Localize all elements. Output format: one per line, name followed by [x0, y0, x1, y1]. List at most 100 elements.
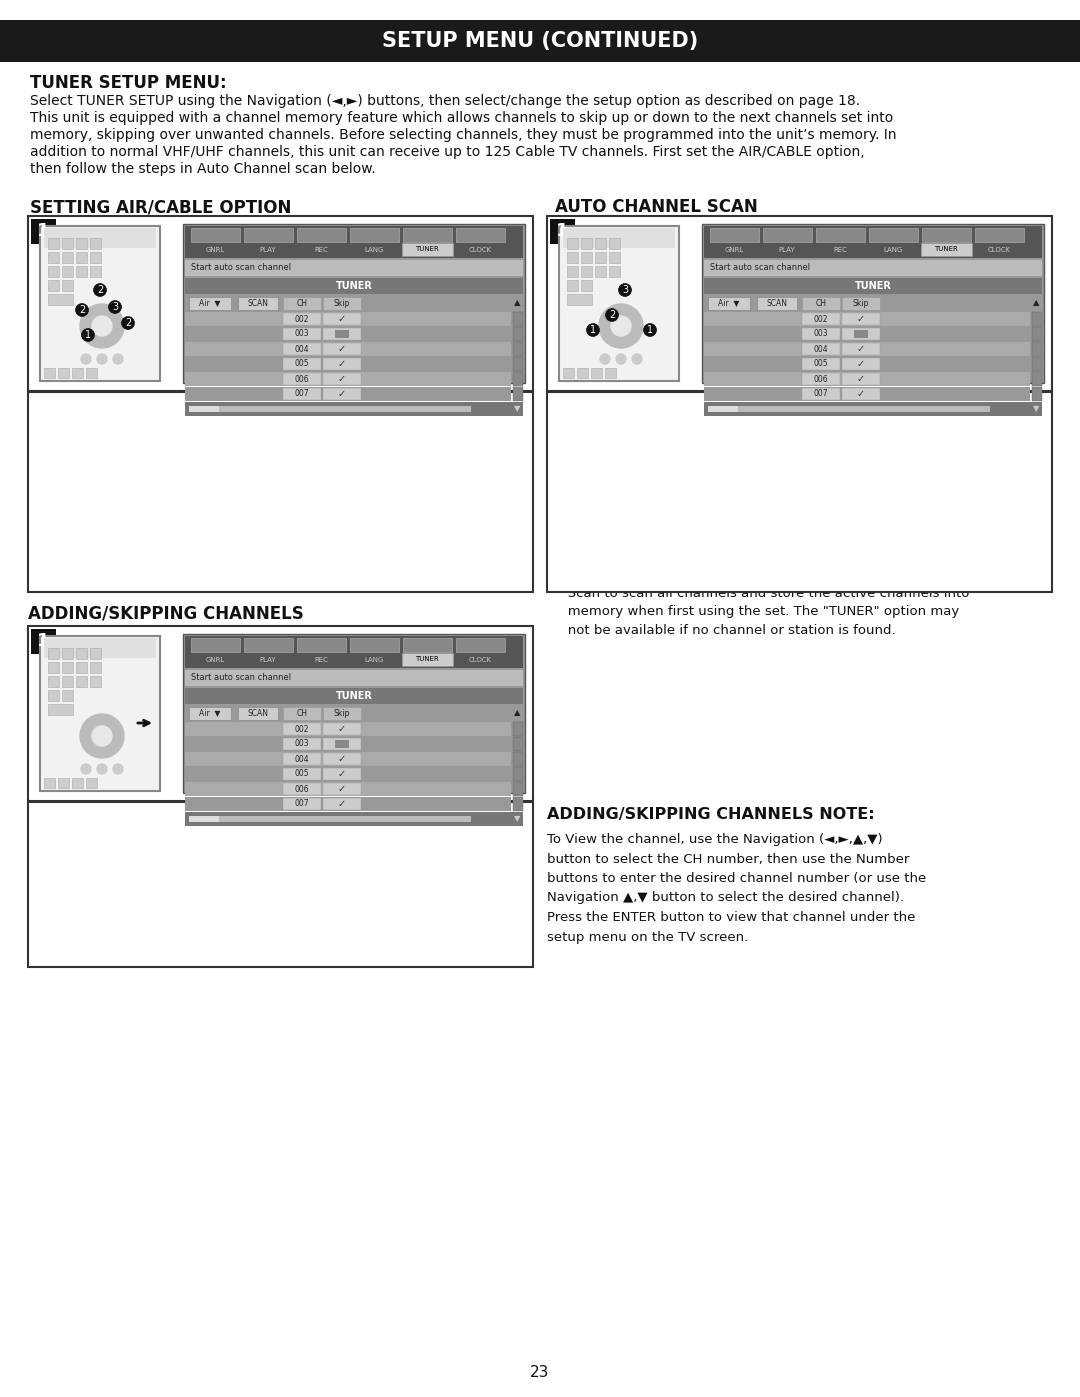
Bar [185, 767, 511, 781]
Bar [283, 358, 321, 370]
Bar [283, 738, 321, 750]
Bar [513, 782, 523, 796]
Bar [323, 724, 361, 735]
Text: CH: CH [297, 708, 308, 718]
Bar [48, 704, 73, 715]
Bar [283, 707, 321, 719]
Text: 1: 1 [556, 222, 568, 240]
Text: 1: 1 [85, 330, 91, 339]
Text: PLAY: PLAY [259, 247, 276, 253]
Bar [842, 328, 880, 339]
Bar [185, 295, 523, 312]
Bar [72, 778, 83, 788]
Text: GNRL: GNRL [725, 247, 744, 253]
Circle shape [616, 353, 626, 365]
Text: ▲: ▲ [1032, 299, 1039, 307]
Text: ADDING/SKIPPING CHANNELS: ADDING/SKIPPING CHANNELS [28, 604, 303, 622]
Bar [44, 778, 55, 788]
Bar [76, 648, 87, 659]
Bar [58, 778, 69, 788]
Text: 2: 2 [609, 310, 616, 320]
Bar [323, 798, 361, 810]
Bar [185, 798, 511, 812]
Text: AUTO CHANNEL SCAN: AUTO CHANNEL SCAN [555, 198, 758, 217]
Text: skipped channels have a check next to them. To add or skip: skipped channels have a check next to th… [36, 852, 436, 865]
Text: Skip: Skip [334, 708, 350, 718]
Circle shape [600, 353, 610, 365]
Text: 1: 1 [590, 326, 596, 335]
Text: ▼: ▼ [514, 405, 521, 414]
Bar [90, 676, 102, 687]
Text: PLAY: PLAY [259, 657, 276, 664]
Bar [802, 298, 840, 310]
Bar [802, 313, 840, 326]
Text: NOTES:: NOTES: [555, 513, 610, 527]
Bar [842, 298, 880, 310]
Text: ✓: ✓ [338, 374, 346, 384]
Bar [567, 293, 592, 305]
Text: ✓: ✓ [856, 359, 865, 369]
Text: 006: 006 [295, 785, 309, 793]
Bar [189, 298, 231, 310]
Text: 2: 2 [97, 285, 103, 295]
Bar [238, 707, 278, 719]
Text: • It is highly recommended to perform the Auto Channel: • It is highly recommended to perform th… [555, 569, 933, 581]
Bar [323, 313, 361, 326]
Bar [842, 313, 880, 326]
Bar [185, 782, 511, 796]
Text: Navigation ▲,▼ button to select the desired channel).: Navigation ▲,▼ button to select the desi… [546, 891, 904, 904]
Bar [403, 228, 453, 242]
Text: To View the channel, use the Navigation (◄,►,▲,▼): To View the channel, use the Navigation … [546, 833, 882, 847]
Text: TUNER SETUP MENU:: TUNER SETUP MENU: [30, 74, 227, 92]
Text: 007: 007 [295, 799, 309, 809]
Circle shape [611, 316, 631, 337]
Text: 004: 004 [813, 345, 828, 353]
Bar [0, 20, 1080, 61]
Text: SCAN using the Navigation (◄,►) buttons ① followed by the: SCAN using the Navigation (◄,►) buttons … [555, 420, 951, 433]
Bar [567, 265, 578, 277]
Text: TUNER: TUNER [415, 246, 438, 251]
Circle shape [599, 305, 643, 348]
Bar [513, 342, 523, 356]
Circle shape [113, 764, 123, 774]
Text: SCAN: SCAN [767, 299, 787, 307]
Text: the TUNER Setup icon at the top of the screen using the: the TUNER Setup icon at the top of the s… [36, 422, 411, 434]
Bar [185, 312, 511, 326]
Text: 002: 002 [295, 725, 309, 733]
Bar [704, 358, 1030, 372]
Bar [563, 367, 573, 379]
Bar [283, 798, 321, 810]
Bar [185, 705, 523, 722]
Circle shape [80, 714, 124, 759]
Text: SCAN: SCAN [247, 299, 269, 307]
Bar [922, 228, 971, 242]
Bar [513, 767, 523, 781]
Bar [62, 662, 73, 673]
Text: ▼: ▼ [1032, 405, 1039, 414]
Bar [513, 752, 523, 766]
Bar [28, 393, 534, 592]
Bar [283, 724, 321, 735]
Text: LANG: LANG [883, 247, 903, 253]
Bar [921, 243, 972, 256]
Bar [297, 228, 346, 242]
Bar [90, 237, 102, 249]
Text: TUNER: TUNER [336, 692, 373, 701]
Bar [704, 260, 1042, 277]
Bar [40, 636, 160, 791]
Text: buttons to enter the desired channel number (or use the: buttons to enter the desired channel num… [546, 872, 927, 886]
Bar [191, 228, 240, 242]
Bar [76, 251, 87, 263]
Bar [62, 251, 73, 263]
Bar [48, 293, 73, 305]
Bar [28, 217, 534, 391]
Text: a channel, simply select the check box next to the channel: a channel, simply select the check box n… [36, 872, 431, 886]
Bar [323, 344, 361, 355]
Bar [283, 313, 321, 326]
Bar [577, 367, 588, 379]
Circle shape [81, 764, 91, 774]
Bar [62, 265, 73, 277]
Bar [1032, 358, 1042, 372]
Bar [62, 676, 73, 687]
Bar [704, 402, 1042, 416]
